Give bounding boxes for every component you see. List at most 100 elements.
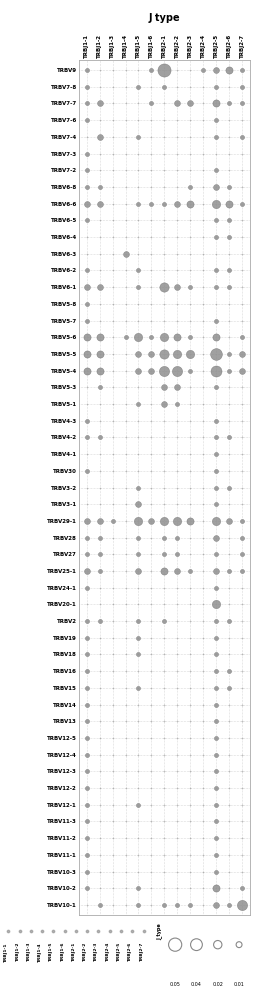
Point (162, 646, 166, 662)
Point (110, 580, 115, 596)
Point (136, 713, 141, 729)
Point (162, 613, 166, 629)
Point (188, 413, 192, 429)
Point (227, 780, 231, 796)
Point (214, 95, 218, 111)
Point (214, 813, 218, 829)
Point (188, 563, 192, 579)
Point (123, 346, 128, 362)
Point (98, 663, 102, 679)
Point (227, 463, 231, 479)
Point (240, 179, 244, 195)
Point (123, 179, 128, 195)
Point (175, 413, 179, 429)
Point (214, 262, 218, 278)
Point (214, 146, 218, 162)
Point (98, 463, 102, 479)
Point (85, 196, 89, 212)
Point (136, 329, 141, 345)
Point (175, 847, 179, 863)
Point (98, 847, 102, 863)
Point (98, 79, 102, 95)
Point (240, 613, 244, 629)
Point (162, 847, 166, 863)
Point (175, 580, 179, 596)
Point (123, 79, 128, 95)
Point (110, 146, 115, 162)
Point (85, 730, 89, 746)
Point (110, 129, 115, 145)
Point (240, 196, 244, 212)
Point (240, 112, 244, 128)
Point (214, 363, 218, 379)
Point (123, 262, 128, 278)
Point (123, 697, 128, 713)
Point (149, 329, 154, 345)
Point (149, 246, 154, 262)
Point (201, 480, 205, 496)
Point (149, 596, 154, 612)
Point (175, 530, 179, 546)
Point (162, 62, 166, 78)
Point (149, 546, 154, 562)
Point (214, 480, 218, 496)
Point (110, 62, 115, 78)
Point (214, 897, 218, 913)
Point (214, 129, 218, 145)
Point (162, 79, 166, 95)
Point (188, 830, 192, 846)
Point (136, 262, 141, 278)
Point (136, 596, 141, 612)
Point (85, 112, 89, 128)
Point (188, 880, 192, 896)
Point (123, 329, 128, 345)
Point (240, 496, 244, 512)
Point (227, 480, 231, 496)
Point (136, 146, 141, 162)
Point (227, 396, 231, 412)
Point (227, 813, 231, 829)
Point (188, 646, 192, 662)
Point (141, 923, 146, 939)
Point (227, 580, 231, 596)
Point (85, 513, 89, 529)
Point (162, 146, 166, 162)
Point (85, 279, 89, 295)
Point (175, 212, 179, 228)
Point (85, 296, 89, 312)
Point (240, 513, 244, 529)
Point (136, 513, 141, 529)
Point (110, 530, 115, 546)
Point (149, 880, 154, 896)
Text: TRBJ2-1: TRBJ2-1 (72, 942, 76, 961)
Point (123, 146, 128, 162)
Point (123, 613, 128, 629)
Point (188, 897, 192, 913)
Point (110, 329, 115, 345)
Point (98, 880, 102, 896)
Point (123, 95, 128, 111)
Point (85, 62, 89, 78)
Point (162, 713, 166, 729)
Point (240, 446, 244, 462)
Point (136, 747, 141, 763)
Point (110, 279, 115, 295)
Point (149, 496, 154, 512)
Point (227, 162, 231, 178)
Point (149, 813, 154, 829)
Point (175, 296, 179, 312)
Point (201, 95, 205, 111)
Point (110, 112, 115, 128)
Point (149, 580, 154, 596)
Point (201, 246, 205, 262)
Point (110, 229, 115, 245)
Point (214, 864, 218, 880)
Point (240, 229, 244, 245)
Point (201, 296, 205, 312)
Point (214, 546, 218, 562)
Point (123, 680, 128, 696)
Point (149, 563, 154, 579)
Point (110, 363, 115, 379)
Point (240, 880, 244, 896)
Point (85, 530, 89, 546)
